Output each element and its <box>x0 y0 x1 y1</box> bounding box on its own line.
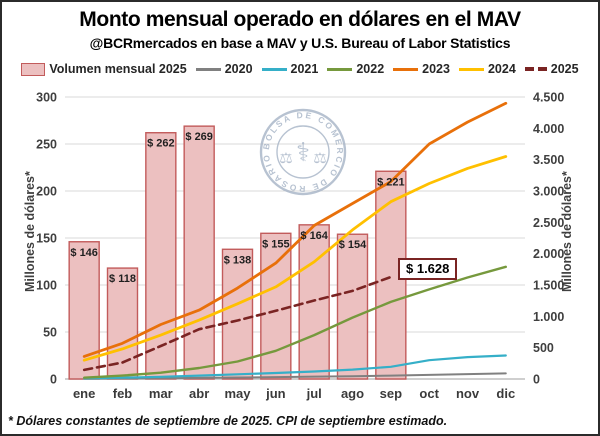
legend-item-2024: 2024 <box>458 62 516 76</box>
x-tick-nov: nov <box>456 386 480 401</box>
x-tick-mar: mar <box>149 386 173 401</box>
x-tick-ago: ago <box>341 386 364 401</box>
bar-label-ago: $ 154 <box>339 239 367 251</box>
legend-item-2025: 2025 <box>524 62 579 76</box>
legend-line-swatch-2023 <box>393 67 419 71</box>
bar-abr <box>183 125 215 380</box>
right-axis-tick: 1.500 <box>533 279 564 293</box>
page-title: Monto mensual operado en dólares en el M… <box>79 8 521 31</box>
bar-label-mar: $ 262 <box>147 138 175 150</box>
legend-line-swatch-2024 <box>458 67 484 71</box>
right-axis-tick: 3.000 <box>533 185 564 199</box>
bar-feb <box>106 267 139 380</box>
x-tick-may: may <box>224 386 251 401</box>
legend-line-label-2023: 2023 <box>422 62 450 76</box>
x-tick-jul: jul <box>306 386 322 401</box>
x-tick-jun: jun <box>265 386 286 401</box>
seal-inner-ring <box>276 125 330 179</box>
x-tick-oct: oct <box>419 386 439 401</box>
x-tick-feb: feb <box>113 386 133 401</box>
right-axis-tick: 4.000 <box>533 122 564 136</box>
scales-icon: ⚖ <box>279 150 292 167</box>
right-axis-tick: 3.500 <box>533 153 564 167</box>
bar-may <box>221 248 254 380</box>
bar-label-sep: $ 221 <box>377 176 405 188</box>
right-axis-tick: 2.500 <box>533 216 564 230</box>
legend: Volumen mensual 2025 2020 2021 2022 2023 2024… <box>2 62 598 76</box>
right-axis-tick: 4.500 <box>533 91 564 105</box>
left-axis-tick: 0 <box>50 373 57 387</box>
legend-line-label-2025: 2025 <box>550 62 579 76</box>
legend-line-label-2024: 2024 <box>487 62 516 76</box>
left-axis-tick: 100 <box>36 279 57 293</box>
legend-item-2023: 2023 <box>393 62 450 76</box>
legend-item-2022: 2022 <box>327 62 384 76</box>
left-axis-title: Millones de dólares* <box>23 171 37 292</box>
legend-item-volumen-mensual-2025: Volumen mensual 2025 <box>21 62 187 76</box>
footnote: * Dólares constantes de septiembre de 20… <box>8 414 448 428</box>
bar-label-may: $ 138 <box>224 254 252 266</box>
right-axis-tick: 500 <box>533 341 554 355</box>
watermark-seal: BOLSA DE COMERCIO DE ROSARIO ⚕⚖ ⚖ <box>259 108 347 196</box>
line-series-2021 <box>83 354 507 380</box>
legend-line-swatch-2025 <box>524 67 547 71</box>
bar-jul <box>298 224 330 380</box>
right-axis-tick: 2.000 <box>533 247 564 261</box>
bar-label-jun: $ 155 <box>262 238 290 250</box>
legend-line-swatch-2020 <box>195 67 221 71</box>
bar-label-jul: $ 164 <box>300 230 328 242</box>
scales-icon: ⚖ <box>313 150 326 167</box>
line-series-2020 <box>83 372 507 380</box>
bar-label-feb: $ 118 <box>109 273 136 285</box>
cumulative-2025-annotation: $ 1.628 <box>398 258 458 280</box>
line-series-2025 <box>82 275 393 372</box>
legend-line-label-2021: 2021 <box>290 62 319 76</box>
caduceus-icon: ⚕ <box>296 137 310 167</box>
legend-line-swatch-2021 <box>261 67 287 71</box>
bar-label-ene: $ 146 <box>70 247 98 259</box>
page-subtitle: @BCRmercados en base a MAV y U.S. Bureau… <box>89 35 511 51</box>
legend-line-swatch-2022 <box>327 67 353 71</box>
bar-label-abr: $ 269 <box>185 131 213 143</box>
x-tick-ene: ene <box>73 386 95 401</box>
line-series-2022 <box>82 265 507 379</box>
left-axis-tick: 300 <box>36 91 57 105</box>
bar-ago <box>336 233 369 380</box>
legend-item-2020: 2020 <box>195 62 253 76</box>
left-axis-tick: 150 <box>36 232 57 246</box>
left-axis-tick: 200 <box>36 185 57 199</box>
bar-jun <box>260 232 292 380</box>
x-tick-abr: abr <box>189 386 209 401</box>
seal-outer-ring <box>259 108 347 196</box>
x-tick-dic: dic <box>496 386 515 401</box>
legend-bar-label: Volumen mensual 2025 <box>49 62 187 76</box>
left-axis-tick: 250 <box>36 138 57 152</box>
x-tick-sep: sep <box>380 386 402 401</box>
line-series-2024 <box>82 155 508 362</box>
right-axis-tick: 0 <box>533 373 540 387</box>
legend-item-2021: 2021 <box>261 62 319 76</box>
legend-line-label-2020: 2020 <box>224 62 253 76</box>
left-axis-tick: 50 <box>43 326 57 340</box>
right-axis-tick: 1.000 <box>533 310 564 324</box>
line-series-2023 <box>82 101 508 358</box>
legend-bar-swatch <box>21 62 46 76</box>
legend-line-label-2022: 2022 <box>356 62 385 76</box>
right-axis-title: Millones de dólares* <box>560 171 574 292</box>
